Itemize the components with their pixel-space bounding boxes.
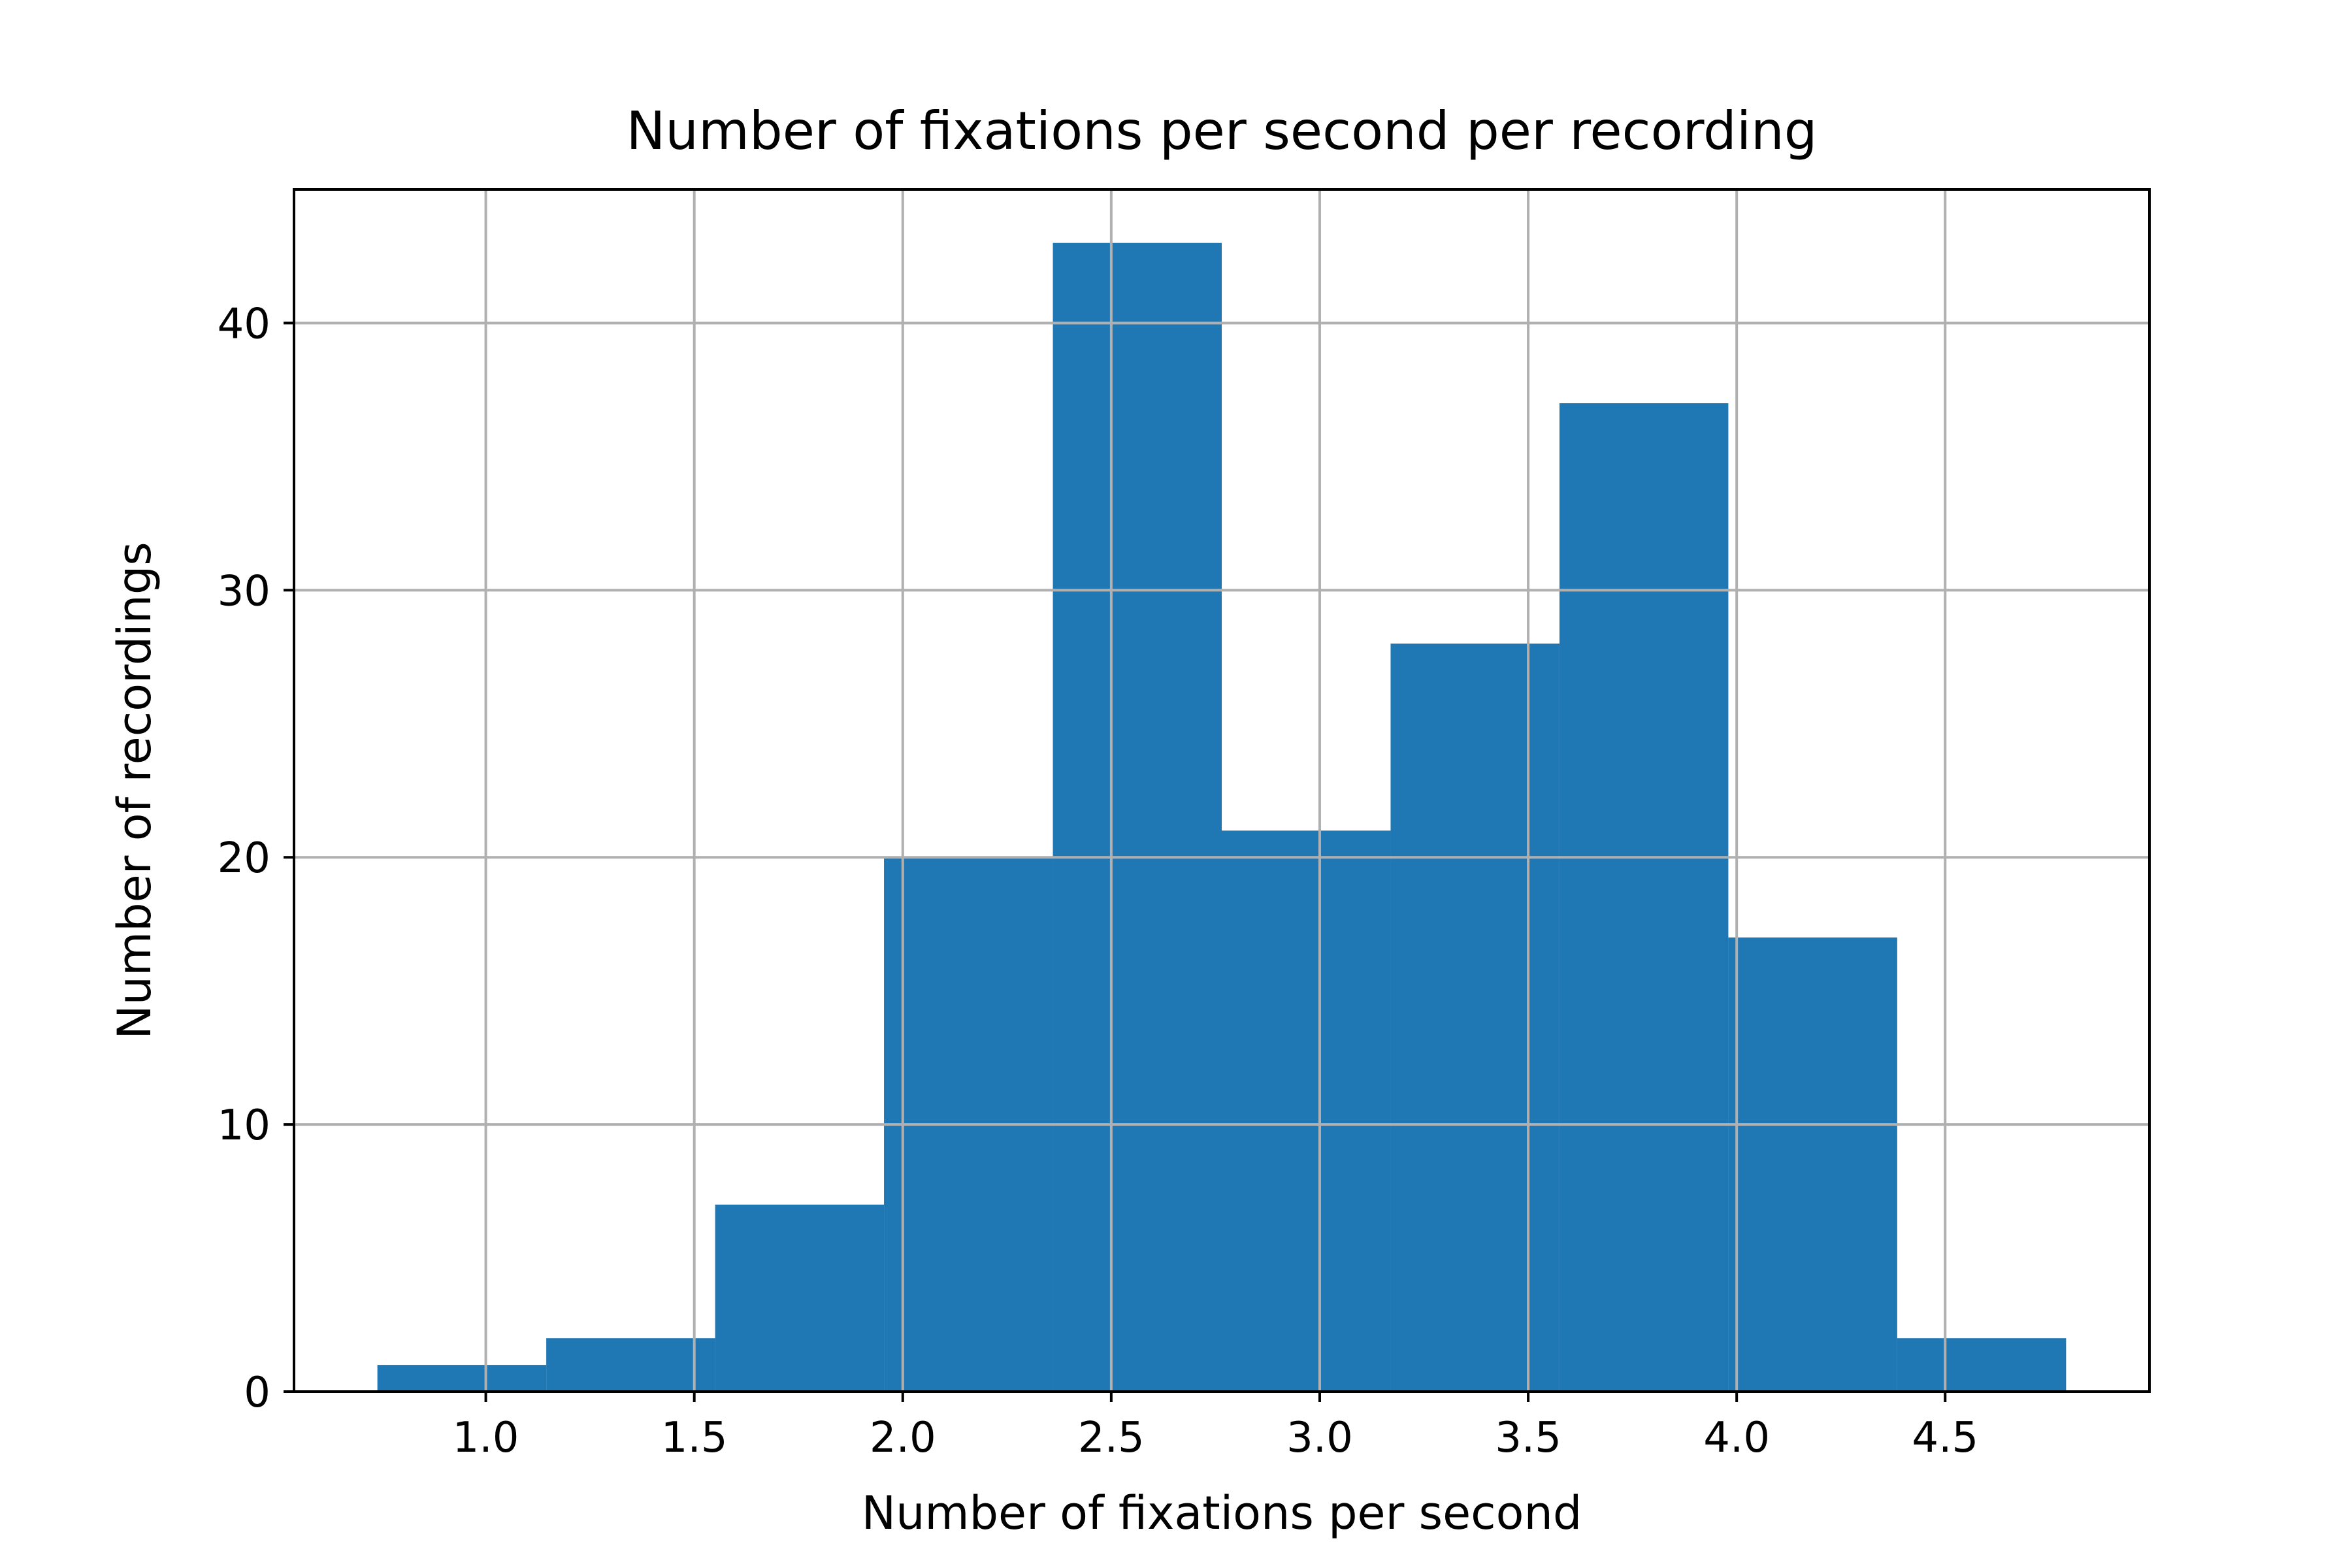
y-tick-label: 30 [218, 567, 270, 615]
histogram-bar [377, 1365, 547, 1392]
histogram-bar [1053, 242, 1222, 1392]
y-tick-label: 40 [218, 300, 270, 348]
x-tick-label: 1.0 [453, 1414, 519, 1462]
x-tick-label: 2.5 [1078, 1414, 1145, 1462]
histogram-bar [1897, 1338, 2066, 1392]
histogram-bar [715, 1204, 885, 1392]
histogram-bar [1728, 937, 1897, 1392]
x-tick-label: 4.5 [1912, 1414, 1978, 1462]
x-tick-label: 3.0 [1286, 1414, 1353, 1462]
x-axis-label: Number of fixations per second [862, 1486, 1582, 1540]
chart-title: Number of fixations per second per recor… [626, 101, 1817, 161]
histogram-bar [1222, 830, 1391, 1392]
y-tick-label: 0 [244, 1369, 270, 1417]
y-axis-label: Number of recordings [108, 542, 161, 1039]
plot-frame [293, 188, 2151, 1393]
histogram-bar [546, 1338, 715, 1392]
histogram-bar [1390, 644, 1560, 1392]
x-tick-label: 3.5 [1495, 1414, 1561, 1462]
x-tick-label: 4.0 [1703, 1414, 1770, 1462]
y-tick-label: 10 [218, 1102, 270, 1150]
ticks-group: 1.0 1.5 2.0 2.5 3.0 3.5 4.0 4.5 0 10 20 30 40 [218, 300, 1979, 1462]
y-tick-label: 20 [218, 834, 270, 883]
x-tick-label: 1.5 [661, 1414, 728, 1462]
x-tick-label: 2.0 [870, 1414, 936, 1462]
histogram-bar [1559, 403, 1729, 1392]
